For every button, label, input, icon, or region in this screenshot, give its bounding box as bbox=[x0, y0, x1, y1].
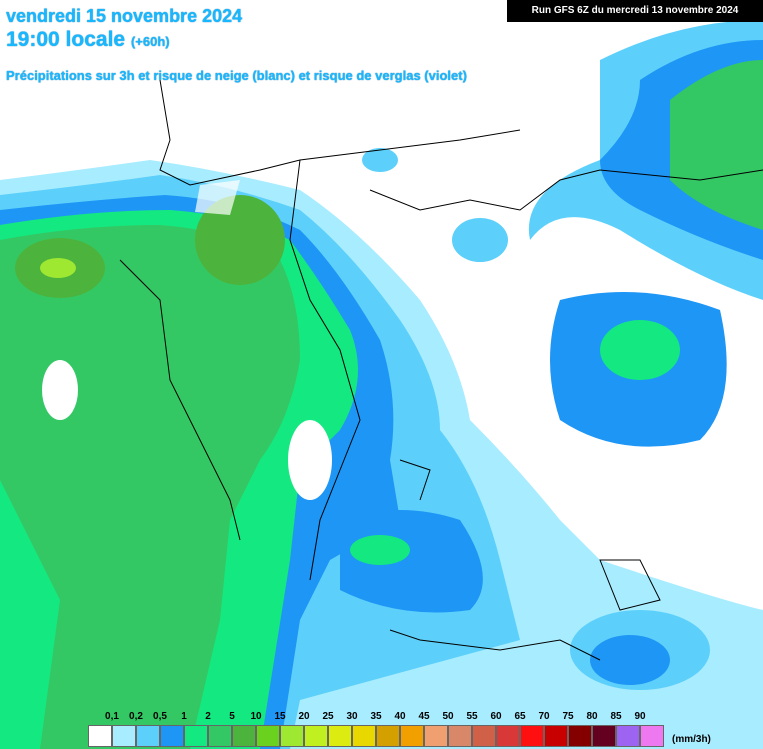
subtitle: Précipitations sur 3h et risque de neige… bbox=[6, 68, 467, 83]
legend-swatch bbox=[328, 725, 352, 747]
legend-swatch bbox=[640, 725, 664, 747]
legend-label: 85 bbox=[610, 711, 622, 722]
legend-swatch bbox=[352, 725, 376, 747]
legend-label: 0,2 bbox=[129, 711, 143, 722]
legend-label: 55 bbox=[466, 711, 478, 722]
legend-label: 20 bbox=[298, 711, 310, 722]
legend-swatch bbox=[400, 725, 424, 747]
legend-swatch bbox=[376, 725, 400, 747]
legend-label: 15 bbox=[274, 711, 286, 722]
legend-swatch bbox=[184, 725, 208, 747]
legend-swatch bbox=[496, 725, 520, 747]
legend-swatch bbox=[520, 725, 544, 747]
legend-swatch bbox=[232, 725, 256, 747]
legend-swatch bbox=[568, 725, 592, 747]
legend-label: 90 bbox=[634, 711, 646, 722]
legend-label: 1 bbox=[181, 711, 187, 722]
legend-swatch bbox=[256, 725, 280, 747]
time: 19:00 locale (+60h) bbox=[6, 28, 170, 52]
legend-label: 70 bbox=[538, 711, 550, 722]
legend-label: 35 bbox=[370, 711, 382, 722]
legend-label: 25 bbox=[322, 711, 334, 722]
legend-swatch bbox=[136, 725, 160, 747]
legend-label: 40 bbox=[394, 711, 406, 722]
legend-label: 45 bbox=[418, 711, 430, 722]
legend-swatch bbox=[112, 725, 136, 747]
legend-label: 65 bbox=[514, 711, 526, 722]
run-info: Run GFS 6Z du mercredi 13 novembre 2024 bbox=[507, 0, 763, 22]
date: vendredi 15 novembre 2024 bbox=[6, 6, 243, 26]
legend-label: 30 bbox=[346, 711, 358, 722]
legend-swatch bbox=[208, 725, 232, 747]
legend-swatch bbox=[544, 725, 568, 747]
legend-label: 5 bbox=[229, 711, 235, 722]
legend-swatch bbox=[160, 725, 184, 747]
legend-label: 10 bbox=[250, 711, 262, 722]
legend-swatch bbox=[424, 725, 448, 747]
legend-swatch bbox=[88, 725, 112, 747]
legend-swatch bbox=[592, 725, 616, 747]
legend-label: 50 bbox=[442, 711, 454, 722]
legend-label: 80 bbox=[586, 711, 598, 722]
legend-swatch bbox=[280, 725, 304, 747]
legend-label: 0,1 bbox=[105, 711, 119, 722]
legend-unit: (mm/3h) bbox=[672, 734, 711, 745]
legend-label: 60 bbox=[490, 711, 502, 722]
legend-label: 0,5 bbox=[153, 711, 167, 722]
legend-label: 2 bbox=[205, 711, 211, 722]
legend-swatch bbox=[304, 725, 328, 747]
legend-swatch bbox=[616, 725, 640, 747]
offset: (+60h) bbox=[130, 34, 170, 49]
time-text: 19:00 locale bbox=[6, 28, 126, 51]
legend-swatch bbox=[472, 725, 496, 747]
legend-swatch bbox=[448, 725, 472, 747]
legend-label: 75 bbox=[562, 711, 574, 722]
